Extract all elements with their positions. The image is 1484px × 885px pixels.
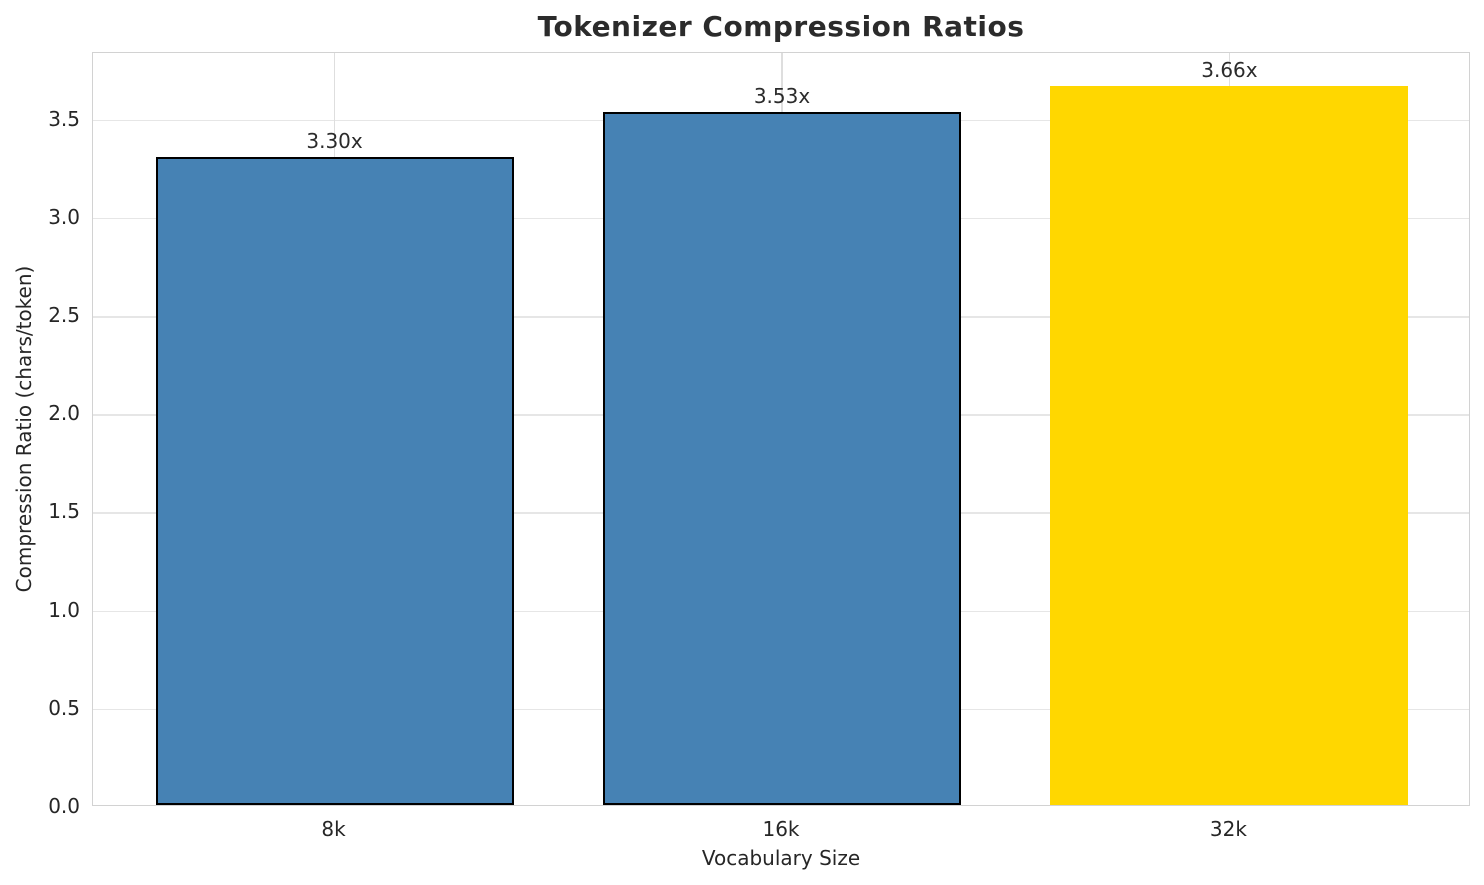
y-tick-label-0.5: 0.5 (48, 695, 80, 720)
y-tick-label-1.0: 1.0 (48, 597, 80, 622)
y-tick-label-2.0: 2.0 (48, 401, 80, 426)
x-tick-label-8k: 8k (321, 817, 346, 841)
y-tick-label-3.5: 3.5 (48, 106, 80, 131)
y-tick-label-3.0: 3.0 (48, 204, 80, 229)
plot-area: 3.30x 3.53x 3.66x (92, 52, 1470, 806)
x-tick-label-32k: 32k (1209, 817, 1247, 841)
bar-value-label-8k: 3.30x (306, 129, 363, 154)
bar-value-label-16k: 3.53x (753, 83, 811, 108)
bar-16k (603, 111, 961, 805)
chart-title: Tokenizer Compression Ratios (537, 10, 1025, 43)
y-tick-label-2.5: 2.5 (48, 303, 80, 328)
bar-value-label-32k: 3.66x (1201, 58, 1258, 83)
bar-8k (155, 157, 514, 805)
y-tick-label-1.5: 1.5 (48, 499, 80, 524)
x-tick-label-16k: 16k (762, 817, 800, 841)
x-axis-label: Vocabulary Size (701, 846, 861, 870)
y-tick-label-0.0: 0.0 (48, 794, 80, 818)
bar-32k (1050, 86, 1409, 805)
